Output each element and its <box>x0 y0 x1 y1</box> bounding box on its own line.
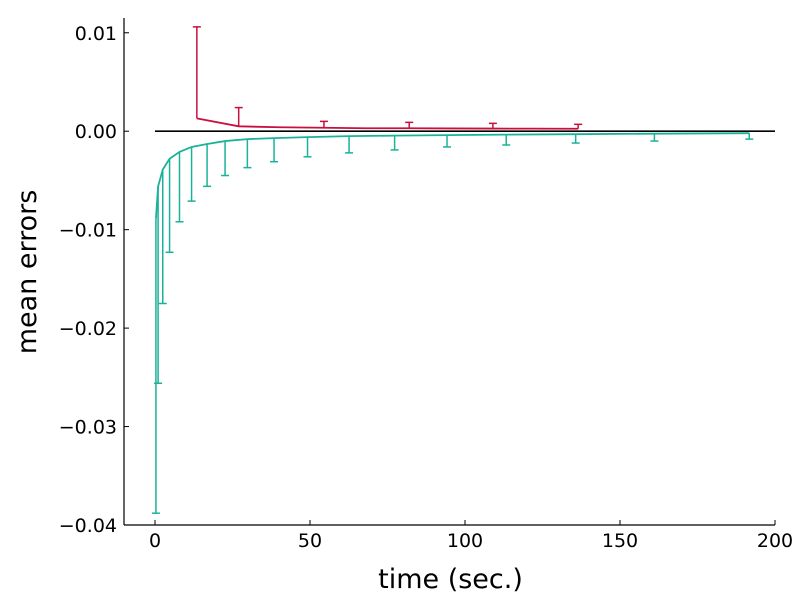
x-tick-label: 150 <box>602 530 638 552</box>
y-tick-label: 0.01 <box>75 23 117 45</box>
x-tick-label: 50 <box>298 530 322 552</box>
y-tick-label: −0.02 <box>59 318 117 340</box>
y-tick-label: 0.00 <box>75 121 117 143</box>
axes: 0 50 100 150 200 −0.04 −0.03 −0.02 −0.01 0.00 0.01 <box>59 18 793 552</box>
y-tick-label: −0.04 <box>59 515 117 537</box>
x-axis-label: time (sec.) <box>378 564 523 595</box>
y-tick-label: −0.01 <box>59 220 117 242</box>
x-tick-label: 200 <box>757 530 793 552</box>
plot-marks <box>151 26 775 514</box>
series-1-line <box>196 117 579 130</box>
x-tick-label: 100 <box>447 530 483 552</box>
y-tick-label: −0.03 <box>59 417 117 439</box>
series-2-line <box>155 132 750 219</box>
y-axis-label: mean errors <box>12 190 43 355</box>
x-tick-label: 0 <box>149 530 161 552</box>
